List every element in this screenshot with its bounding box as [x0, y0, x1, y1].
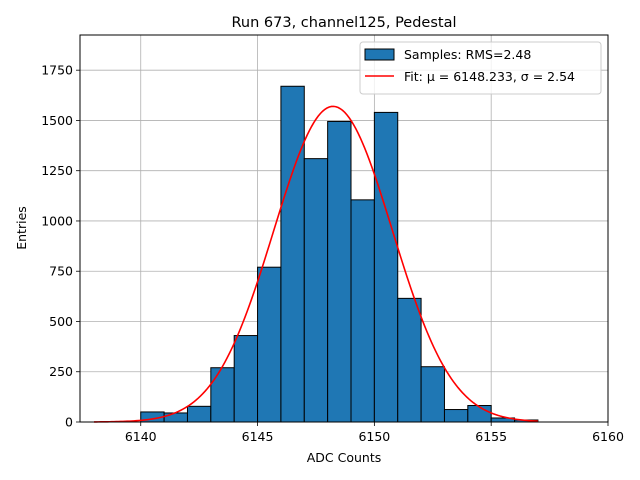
y-tick-label: 250: [49, 364, 73, 379]
histogram-bar: [467, 405, 492, 423]
x-tick-label: 6160: [592, 429, 624, 444]
histogram-bar: [257, 266, 282, 423]
histogram-bar: [233, 335, 259, 423]
legend-label-samples: Samples: RMS=2.48: [404, 47, 531, 62]
plot-frame: [79, 34, 609, 423]
chart-title: Run 673, channel125, Pedestal: [231, 15, 456, 31]
histogram-bar: [350, 199, 375, 423]
x-axis-label: ADC Counts: [307, 450, 382, 465]
y-axis-label: Entries: [14, 206, 29, 250]
x-tick-label: 6145: [242, 429, 274, 444]
histogram-bar: [163, 412, 188, 423]
x-tick-label: 6155: [475, 429, 507, 444]
fit-curve-layer: [94, 105, 538, 423]
legend: Samples: RMS=2.48 Fit: μ = 6148.233, σ =…: [359, 41, 602, 95]
y-tick-label: 1750: [41, 63, 73, 78]
y-tick-label: 750: [49, 264, 73, 279]
y-tick-label: 1250: [41, 163, 73, 178]
histogram-bar: [327, 120, 352, 423]
y-tick-label: 500: [49, 314, 73, 329]
legend-label-fit: Fit: μ = 6148.233, σ = 2.54: [404, 69, 575, 84]
legend-box: [359, 41, 602, 95]
histogram-bar: [210, 367, 235, 423]
y-axis-ticks: 0 250 500 750 1000 1250 1500 1750: [41, 63, 80, 430]
histogram-bar: [397, 297, 422, 423]
x-tick-label: 6140: [125, 429, 157, 444]
histogram-bar: [303, 158, 329, 423]
histogram-bar: [420, 366, 445, 423]
fit-curve: [94, 105, 538, 423]
histogram-bar: [373, 111, 399, 423]
y-tick-label: 0: [65, 415, 73, 430]
y-tick-label: 1500: [41, 113, 73, 128]
histogram-bar: [443, 409, 469, 423]
y-tick-label: 1000: [41, 213, 73, 228]
legend-swatch-samples: [364, 48, 395, 61]
histogram-bar: [186, 405, 212, 423]
x-tick-label: 6150: [358, 429, 390, 444]
x-axis-ticks: 6140 6145 6150 6155 6160: [125, 422, 624, 444]
histogram-bar: [280, 85, 305, 423]
